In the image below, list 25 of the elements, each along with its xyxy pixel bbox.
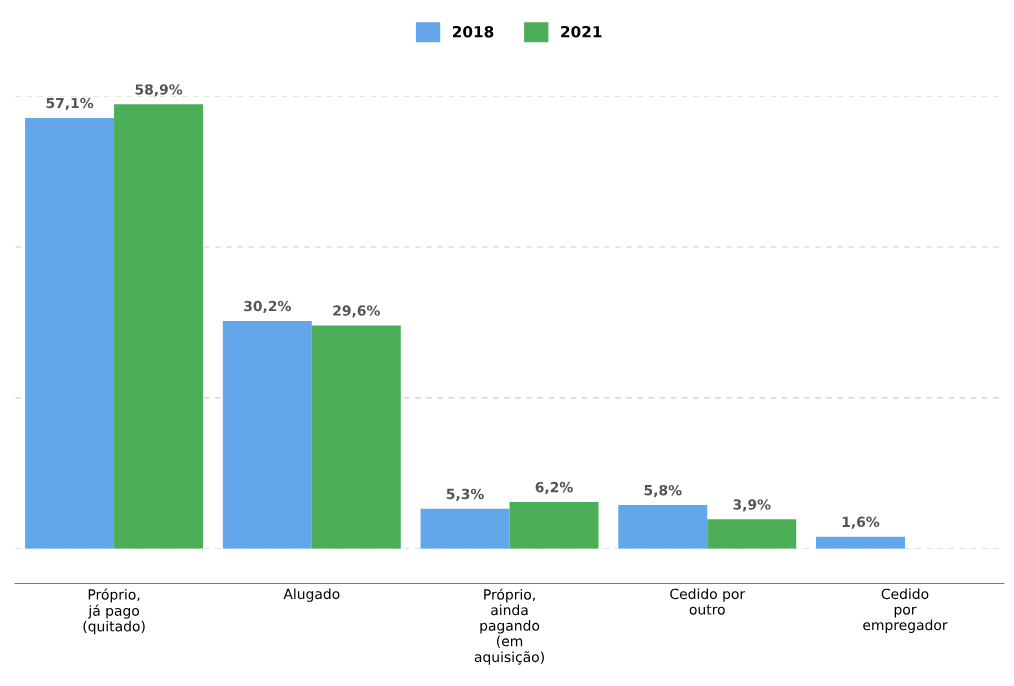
x-tick-label: Próprio, ainda pagando (em aquisição) bbox=[474, 588, 544, 665]
data-label: 5,8% bbox=[644, 484, 682, 498]
data-label: 30,2% bbox=[244, 300, 291, 314]
x-tick-label: Cedido por outro bbox=[670, 588, 746, 615]
bar bbox=[509, 502, 599, 549]
data-label: 29,6% bbox=[333, 305, 380, 318]
bar bbox=[25, 117, 115, 549]
legend-label: 2018 bbox=[452, 25, 494, 38]
bar bbox=[311, 325, 401, 549]
bar bbox=[816, 536, 905, 549]
x-tick-label: Cedido por empregador bbox=[863, 588, 948, 633]
data-label: 58,9% bbox=[135, 84, 183, 97]
x-tick-label: Alugado bbox=[283, 588, 340, 602]
x-tick-label: Próprio, já pago (quitado) bbox=[83, 588, 145, 635]
data-label: 57,1% bbox=[46, 97, 94, 111]
bar bbox=[114, 104, 204, 549]
data-label: 6,2% bbox=[535, 481, 573, 495]
bar bbox=[707, 519, 797, 549]
data-label: 3,9% bbox=[733, 499, 771, 512]
data-label: 5,3% bbox=[446, 488, 484, 501]
bar bbox=[618, 505, 708, 549]
bar bbox=[420, 508, 510, 549]
data-label: 1,6% bbox=[842, 516, 880, 529]
bar bbox=[222, 320, 312, 549]
legend-label: 2021 bbox=[561, 25, 602, 38]
